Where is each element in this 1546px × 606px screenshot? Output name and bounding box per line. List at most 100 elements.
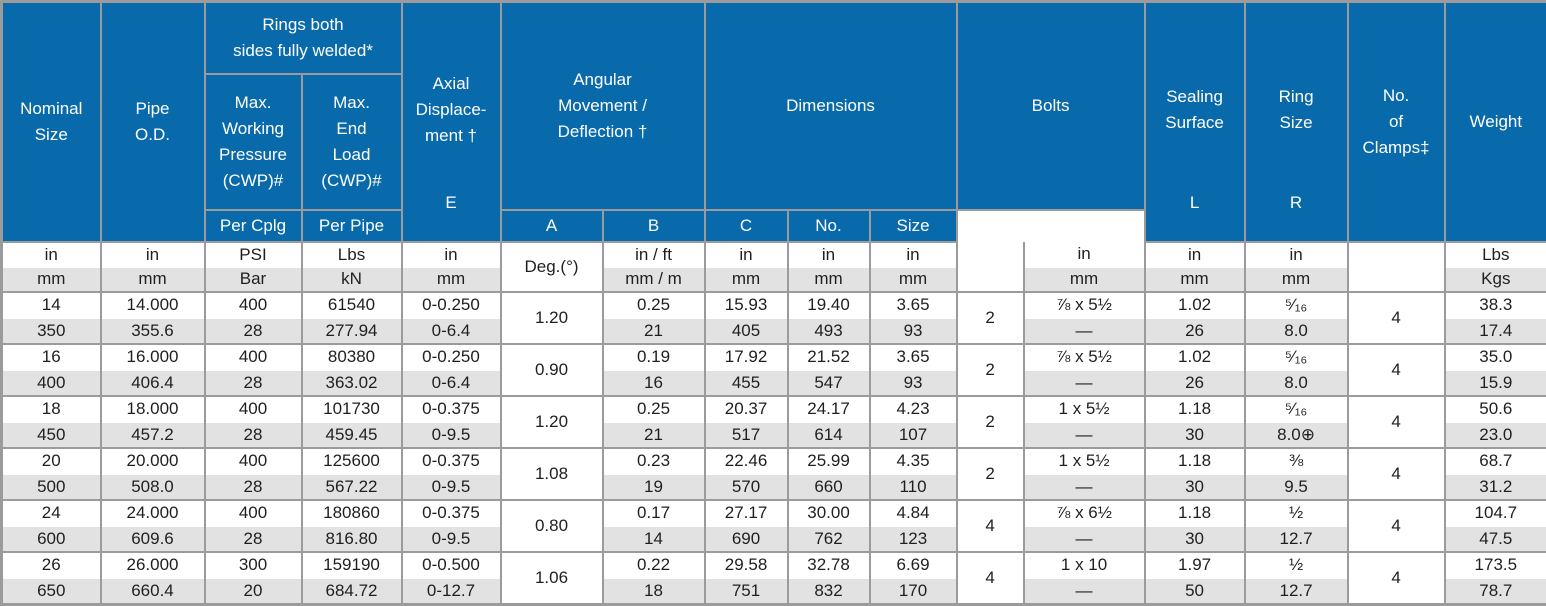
table-cell: 159190: [302, 552, 402, 578]
col-header-sealing-surface: Sealing Surface L: [1145, 2, 1245, 243]
table-cell: 0.90: [501, 344, 603, 396]
unit-cell-clamps-blank: [1348, 242, 1445, 292]
subcol-dim-a: A: [501, 210, 603, 242]
table-cell: 0-0.250: [402, 292, 501, 318]
sealing-sub-label-l: L: [1146, 190, 1244, 215]
sealing-surface-label: Sealing Surface: [1146, 29, 1244, 190]
col-header-max-working-pressure: Max. Working Pressure (CWP)#: [205, 74, 302, 210]
table-cell: 38.3: [1445, 292, 1546, 318]
table-cell: 18: [2, 396, 101, 422]
unit-cell-bolts-no-blank: [957, 242, 1024, 292]
table-cell: 0-12.7: [402, 578, 501, 604]
table-cell: ⁵⁄₁₆: [1245, 396, 1348, 422]
unit-cell: in: [1245, 242, 1348, 267]
table-cell: 0-0.500: [402, 552, 501, 578]
subcol-bolts-no: No.: [788, 210, 870, 242]
table-cell: 101730: [302, 396, 402, 422]
table-cell: 30: [1145, 422, 1245, 448]
table-cell: 16: [603, 370, 705, 396]
table-cell: 30.00: [788, 500, 870, 526]
unit-cell: mm: [705, 267, 788, 292]
table-cell: 173.5: [1445, 552, 1546, 578]
table-cell: 28: [205, 318, 302, 344]
unit-cell: in: [788, 242, 870, 267]
table-cell: 455: [705, 370, 788, 396]
col-header-ring-size: Ring Size R: [1245, 2, 1348, 243]
table-cell: 660.4: [101, 578, 205, 604]
table-cell: 104.7: [1445, 500, 1546, 526]
table-cell: 18: [603, 578, 705, 604]
table-cell: 400: [2, 370, 101, 396]
table-cell: 517: [705, 422, 788, 448]
table-cell: 170: [870, 578, 957, 604]
table-cell: 110: [870, 474, 957, 500]
table-cell: 0.19: [603, 344, 705, 370]
table-cell: ⅞ x 5½: [1024, 292, 1145, 318]
table-cell: 47.5: [1445, 526, 1546, 552]
axial-displacement-label: Axial Displace- ment †: [403, 29, 500, 190]
table-cell: 1.02: [1145, 344, 1245, 370]
table-cell: 80380: [302, 344, 402, 370]
subcol-dim-b: B: [603, 210, 705, 242]
col-header-angular-group: Angular Movement / Deflection †: [501, 2, 705, 210]
table-cell: 50: [1145, 578, 1245, 604]
table-cell: 23.0: [1445, 422, 1546, 448]
table-cell: 15.93: [705, 292, 788, 318]
table-cell: 567.22: [302, 474, 402, 500]
table-cell: ⅞ x 6½: [1024, 500, 1145, 526]
table-cell: 19.40: [788, 292, 870, 318]
table-cell: 1.06: [501, 552, 603, 604]
table-cell: 609.6: [101, 526, 205, 552]
unit-cell: mm: [788, 267, 870, 292]
table-cell: 1 x 10: [1024, 552, 1145, 578]
table-cell: 684.72: [302, 578, 402, 604]
table-cell: 832: [788, 578, 870, 604]
axial-sub-label-e: E: [403, 190, 500, 215]
table-cell: 35.0: [1445, 344, 1546, 370]
table-cell: 14: [2, 292, 101, 318]
table-cell: 570: [705, 474, 788, 500]
unit-cell: in / ft: [603, 242, 705, 267]
table-cell: 350: [2, 318, 101, 344]
table-cell: 0-6.4: [402, 318, 501, 344]
table-cell: 24.000: [101, 500, 205, 526]
table-cell: 29.58: [705, 552, 788, 578]
table-cell: 12.7: [1245, 578, 1348, 604]
table-cell: 0-9.5: [402, 474, 501, 500]
subcol-per-pipe: Per Pipe: [302, 210, 402, 242]
unit-cell: Lbs: [302, 242, 402, 267]
table-cell: 28: [205, 370, 302, 396]
table-cell: 4: [1348, 552, 1445, 604]
table-cell: 20.37: [705, 396, 788, 422]
table-cell: ½: [1245, 552, 1348, 578]
table-cell: 0-0.375: [402, 396, 501, 422]
table-cell: 4.23: [870, 396, 957, 422]
table-cell: 12.7: [1245, 526, 1348, 552]
table-cell: 9.5: [1245, 474, 1348, 500]
table-cell: —: [1024, 578, 1145, 604]
table-cell: 0.17: [603, 500, 705, 526]
table-cell: 8.0: [1245, 370, 1348, 396]
table-cell: 300: [205, 552, 302, 578]
table-cell: 2: [957, 396, 1024, 448]
table-cell: 21: [603, 422, 705, 448]
table-cell: 1.20: [501, 396, 603, 448]
unit-cell: in: [2, 242, 101, 267]
table-cell: 8.0: [1245, 318, 1348, 344]
table-cell: 16: [2, 344, 101, 370]
unit-cell: in: [870, 242, 957, 267]
table-cell: 31.2: [1445, 474, 1546, 500]
table-cell: 24.17: [788, 396, 870, 422]
unit-cell: in: [101, 242, 205, 267]
table-cell: ⅜: [1245, 448, 1348, 474]
table-cell: 4: [1348, 396, 1445, 448]
unit-cell: mm: [870, 267, 957, 292]
table-cell: 277.94: [302, 318, 402, 344]
